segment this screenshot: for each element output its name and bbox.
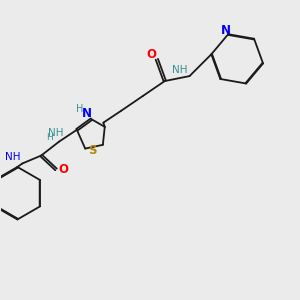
Text: NH: NH [5, 152, 20, 161]
Text: N: N [82, 107, 92, 120]
Text: H: H [76, 104, 83, 114]
Text: NH: NH [172, 64, 188, 75]
Text: H: H [46, 133, 52, 142]
Text: S: S [88, 144, 96, 157]
Text: O: O [58, 163, 68, 176]
Text: NH: NH [48, 128, 64, 138]
Text: N: N [221, 24, 231, 37]
Text: O: O [146, 48, 156, 61]
